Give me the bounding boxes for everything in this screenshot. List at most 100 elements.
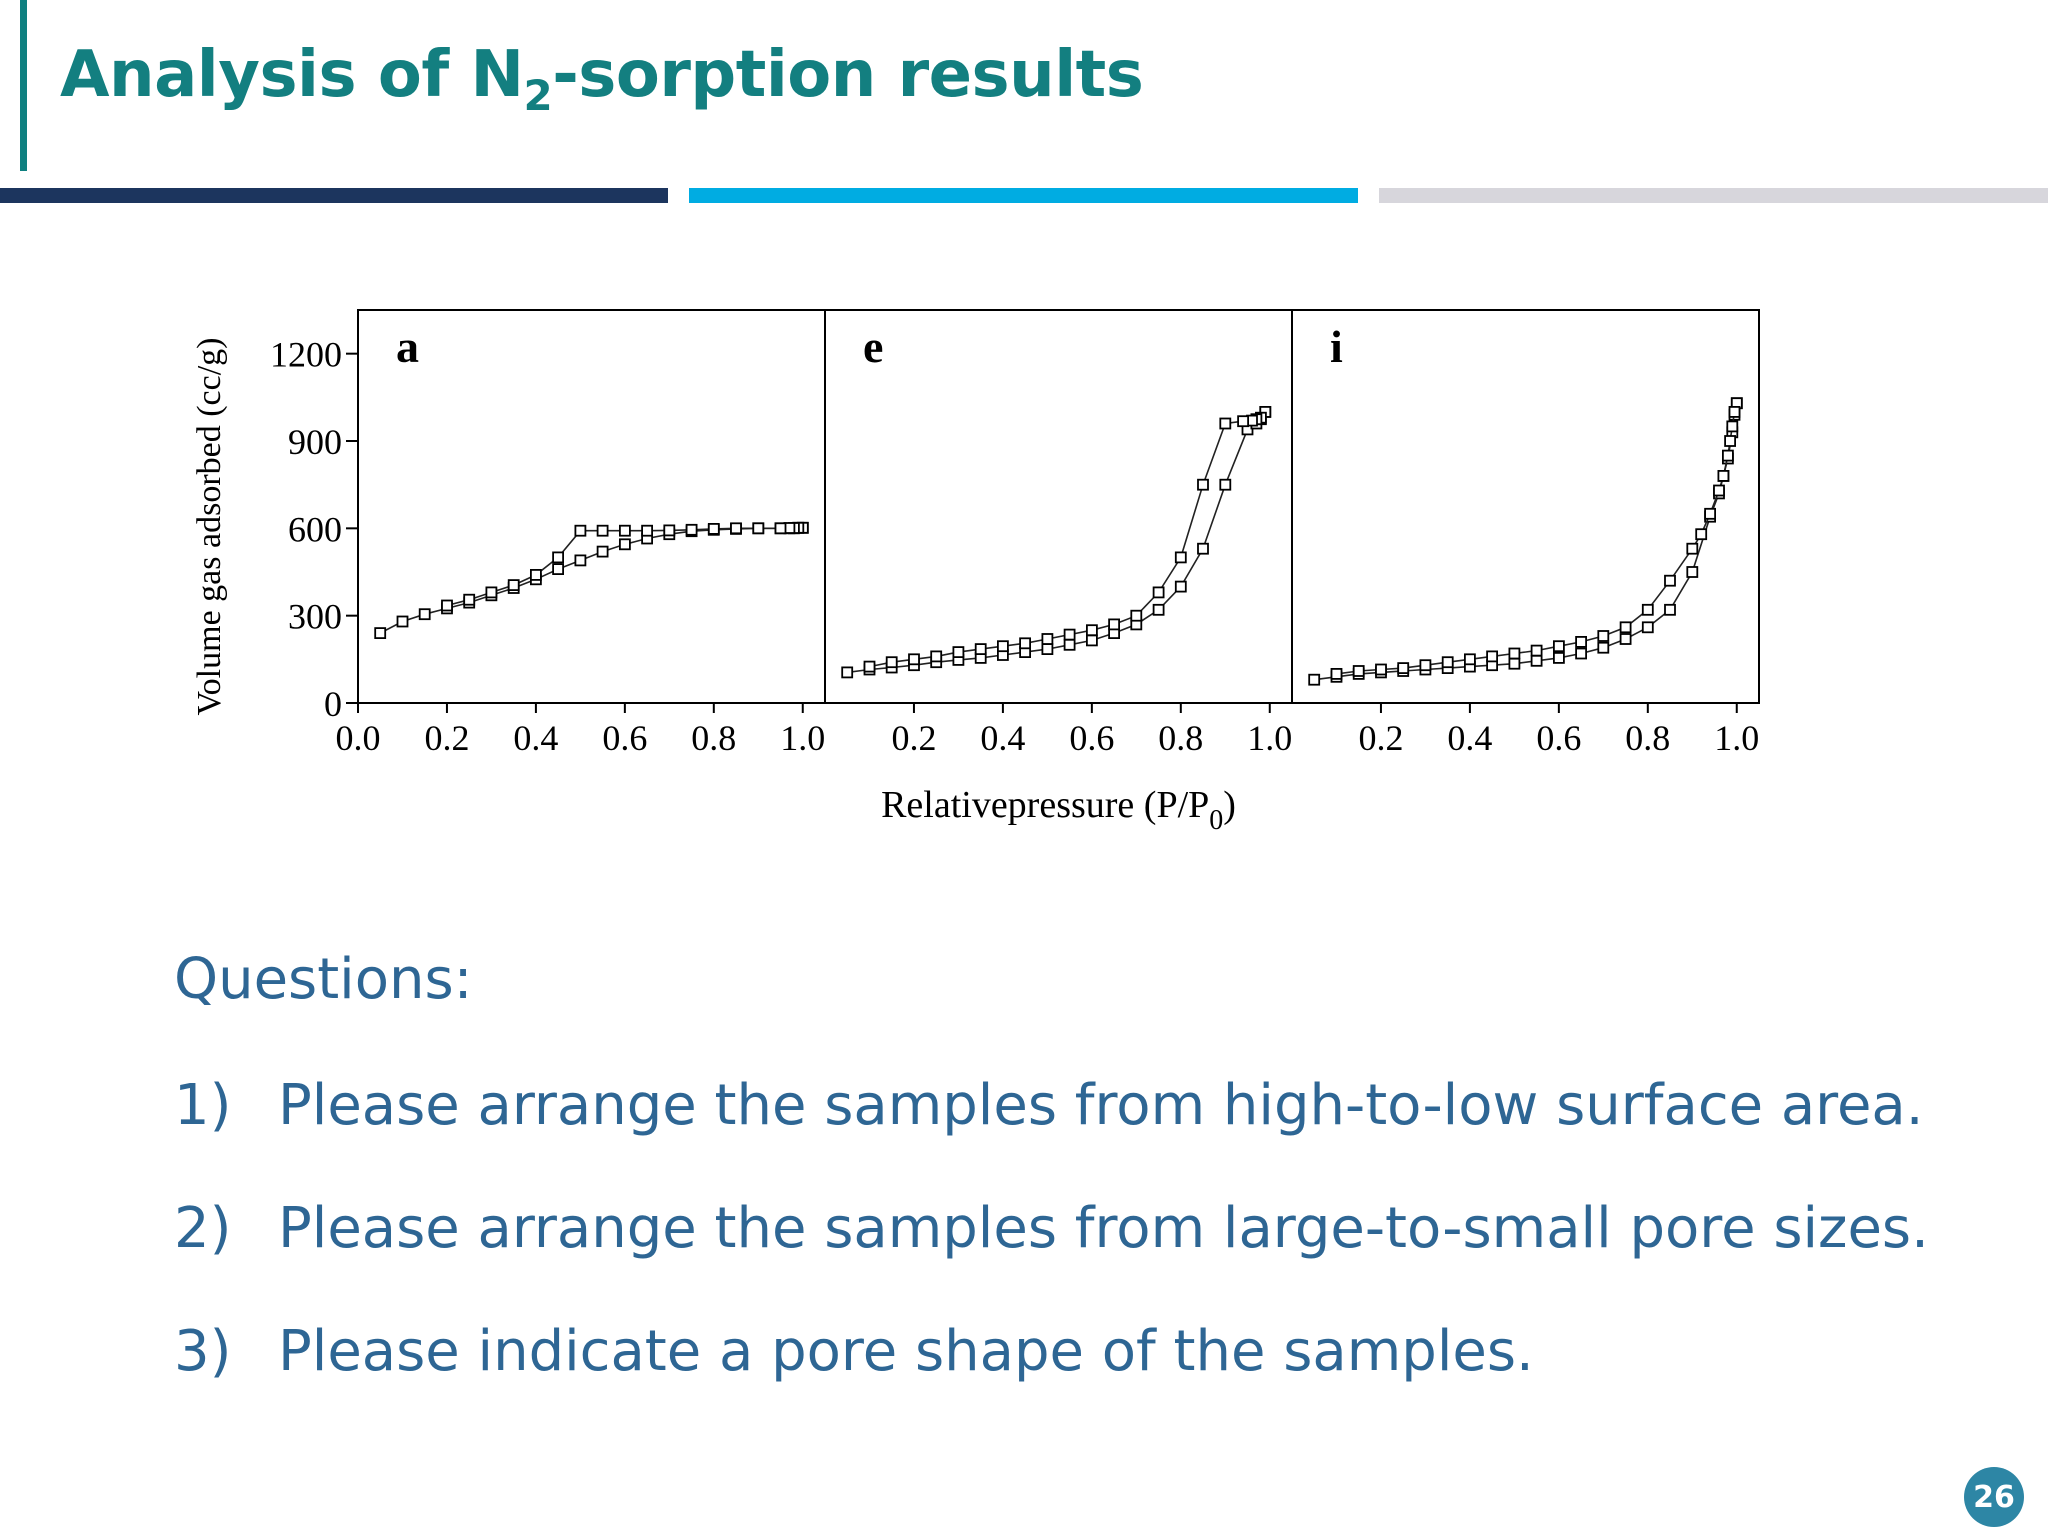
data-point-desorption (618, 524, 631, 537)
x-axis-label-close: ) (1223, 784, 1236, 826)
data-point-desorption (663, 524, 676, 537)
data-point-desorption (997, 640, 1009, 653)
data-point-adsorption (1174, 580, 1187, 593)
data-point-desorption (1174, 551, 1187, 564)
x-tick-label: 0.6 (1069, 718, 1114, 758)
data-point-desorption (574, 524, 587, 537)
question-text: Please arrange the samples from high-to-… (278, 1073, 1924, 1138)
panel-label: e (863, 321, 883, 372)
data-point-desorption (596, 524, 609, 537)
x-tick-label: 1.0 (1714, 718, 1759, 758)
data-point-desorption (685, 523, 698, 536)
data-point-adsorption (1641, 621, 1654, 634)
data-point-desorption (1530, 644, 1543, 657)
data-point-desorption (1686, 542, 1699, 555)
y-tick-label: 300 (288, 597, 342, 637)
data-point-desorption (1704, 507, 1716, 520)
x-axis-label-subscript: 0 (1209, 805, 1223, 836)
data-point-adsorption (1553, 651, 1565, 664)
data-point-desorption (1219, 417, 1232, 430)
divider-band-cyan (689, 188, 1358, 203)
x-tick-label: 0.8 (1158, 718, 1203, 758)
x-tick-label: 0.8 (1625, 718, 1670, 758)
x-axis-label: Relativepressure (P/P0) (881, 784, 1236, 836)
x-tick-label: 0.4 (513, 718, 558, 758)
slide-title: Analysis of N2-sorption results (60, 38, 1144, 117)
data-point-desorption (1619, 621, 1632, 634)
y-tick-label: 0 (324, 684, 342, 724)
page-number-badge: 26 (1964, 1467, 2024, 1527)
data-point-desorption (1086, 624, 1098, 637)
data-point-adsorption (1197, 542, 1209, 555)
data-point-desorption (1152, 586, 1165, 599)
question-item-2: 2) Please arrange the samples from large… (174, 1189, 1994, 1269)
data-point-desorption (1237, 415, 1249, 428)
question-number: 1) (174, 1073, 232, 1138)
x-axis-label-main: Relativepressure (P/P (881, 784, 1209, 826)
data-point-desorption (1486, 650, 1498, 663)
x-tick-label: 1.0 (780, 718, 825, 758)
divider-band-gray (1379, 188, 2048, 203)
data-point-desorption (1695, 528, 1708, 541)
panel-frame-a (357, 309, 826, 704)
question-text: Please indicate a pore shape of the samp… (278, 1319, 1534, 1384)
series-line-adsorption (1314, 403, 1738, 681)
series-line-desorption (1336, 402, 1738, 675)
data-point-adsorption (374, 627, 387, 640)
x-tick-label: 0.2 (891, 718, 936, 758)
data-point-desorption (1130, 609, 1143, 622)
x-tick-label: 0.6 (1536, 718, 1581, 758)
question-item-3: 3) Please indicate a pore shape of the s… (174, 1312, 1994, 1392)
x-tick-label: 0.0 (336, 718, 381, 758)
y-axis-label: Volume gas adsorbed (cc/g) (191, 338, 228, 716)
data-point-desorption (1728, 406, 1741, 418)
data-point-desorption (1508, 647, 1521, 660)
data-point-adsorption (1508, 657, 1521, 670)
data-point-desorption (1108, 618, 1120, 631)
data-point-desorption (529, 568, 542, 581)
data-point-desorption (707, 522, 720, 535)
data-point-adsorption (1619, 633, 1632, 645)
data-point-desorption (1197, 478, 1209, 491)
x-tick-label: 0.4 (1447, 718, 1492, 758)
question-number: 2) (174, 1196, 232, 1261)
data-point-adsorption (1152, 603, 1165, 616)
y-tick-label: 600 (288, 509, 342, 549)
x-tick-label: 0.6 (602, 718, 647, 758)
data-point-desorption (641, 524, 654, 537)
question-text: Please arrange the samples from large-to… (278, 1196, 1929, 1261)
data-point-adsorption (396, 615, 409, 628)
data-point-desorption (930, 650, 943, 663)
data-point-desorption (1041, 633, 1054, 645)
data-point-adsorption (596, 545, 609, 558)
data-point-desorption (1641, 603, 1654, 616)
panel-frame-e (824, 309, 1293, 704)
data-point-desorption (952, 646, 965, 659)
title-main: Analysis of N (60, 38, 524, 112)
data-point-adsorption (1530, 654, 1543, 667)
x-tick-label: 0.4 (980, 718, 1025, 758)
data-point-desorption (1063, 628, 1076, 641)
panel-label: i (1330, 321, 1343, 372)
series-line-adsorption (379, 527, 803, 634)
data-point-adsorption (1664, 603, 1676, 616)
data-point-desorption (1713, 484, 1725, 497)
title-accent-bar (20, 0, 27, 171)
data-point-desorption (1664, 574, 1676, 587)
x-tick-label: 0.2 (424, 718, 469, 758)
panel-label: a (396, 321, 419, 372)
data-point-desorption (441, 599, 453, 612)
data-point-adsorption (1308, 673, 1321, 686)
data-point-desorption (1464, 653, 1476, 666)
series-line-adsorption (847, 411, 1266, 674)
data-point-desorption (1726, 420, 1739, 433)
data-point-desorption (974, 643, 987, 656)
data-point-adsorption (1041, 643, 1054, 656)
data-point-desorption (1352, 665, 1365, 677)
data-point-desorption (1575, 635, 1587, 648)
data-point-desorption (1397, 662, 1410, 675)
questions-heading: Questions: (174, 947, 473, 1012)
y-tick-label: 900 (288, 422, 342, 462)
data-point-adsorption (418, 608, 431, 621)
questions-block: Questions: 1) Please arrange the samples… (174, 940, 1994, 1435)
